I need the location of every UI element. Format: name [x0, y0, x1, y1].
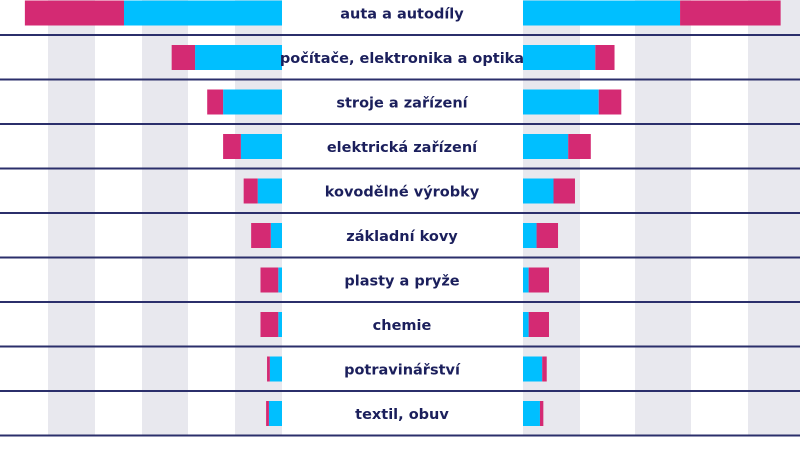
category-label: chemie: [373, 318, 432, 334]
row-separator: [0, 34, 800, 36]
left-bar-segment: [123, 0, 282, 26]
left-bar-segment: [270, 223, 282, 248]
right-bar-segment: [523, 312, 529, 337]
left-bar-segment: [260, 267, 279, 293]
category-label: počítače, elektronika a optika: [280, 51, 524, 67]
right-bar-segment: [528, 267, 549, 293]
right-bar-segment: [523, 134, 569, 159]
left-bar-segment: [269, 356, 282, 382]
grid-band: [635, 0, 691, 436]
left-bar-segment: [267, 356, 270, 382]
left-bar-segment: [207, 89, 224, 115]
left-bar-segment: [251, 223, 271, 248]
right-bar-segment: [539, 401, 544, 426]
row-separator: [0, 212, 800, 214]
left-bar-segment: [24, 0, 124, 26]
right-bar-segment: [523, 401, 540, 426]
row-separator: [0, 301, 800, 303]
category-label: potravinářství: [344, 363, 461, 379]
right-bar-segment: [523, 89, 599, 115]
left-bar-segment: [223, 89, 282, 115]
left-bar-segment: [257, 178, 282, 204]
right-bar-segment: [523, 223, 537, 248]
right-bar-segment: [528, 312, 549, 337]
right-bar-segment: [523, 356, 543, 382]
row-separator: [0, 78, 800, 81]
row-separator: [0, 167, 800, 170]
right-bar-segment: [553, 178, 575, 204]
right-bar-segment: [598, 89, 622, 115]
right-bar-segment: [523, 267, 529, 293]
left-bar-segment: [268, 401, 282, 426]
right-bar-segment: [595, 45, 615, 70]
label-column: [282, 0, 523, 436]
grid-band: [142, 0, 188, 436]
left-bar-segment: [278, 267, 282, 293]
category-label: textil, obuv: [355, 407, 449, 423]
left-bar-segment: [243, 178, 258, 204]
left-bar-segment: [240, 134, 282, 159]
row-separator: [0, 345, 800, 348]
grid-band: [748, 0, 800, 436]
left-bar-segment: [223, 134, 241, 159]
category-label: elektrická zařízení: [327, 140, 478, 156]
row-separator: [0, 123, 800, 125]
grid-band: [48, 0, 95, 436]
row-separator: [0, 256, 800, 259]
right-bar-segment: [542, 356, 547, 382]
right-bar-segment: [523, 0, 681, 26]
category-label: plasty a pryže: [344, 274, 459, 290]
row-separator: [0, 434, 800, 437]
category-label: stroje a zařízení: [336, 96, 468, 112]
left-bar-segment: [266, 401, 269, 426]
left-bar-segment: [195, 45, 282, 70]
right-bar-segment: [568, 134, 591, 159]
right-bar-segment: [523, 178, 554, 204]
left-bar-segment: [278, 312, 282, 337]
category-label: kovodělné výrobky: [325, 185, 480, 201]
category-label: auta a autodíly: [340, 7, 464, 23]
right-bar-segment: [680, 0, 781, 26]
left-bar-segment: [260, 312, 279, 337]
right-bar-segment: [536, 223, 559, 248]
category-label: základní kovy: [346, 229, 458, 245]
right-bar-segment: [523, 45, 596, 70]
row-separator: [0, 390, 800, 392]
left-bar-segment: [171, 45, 196, 70]
